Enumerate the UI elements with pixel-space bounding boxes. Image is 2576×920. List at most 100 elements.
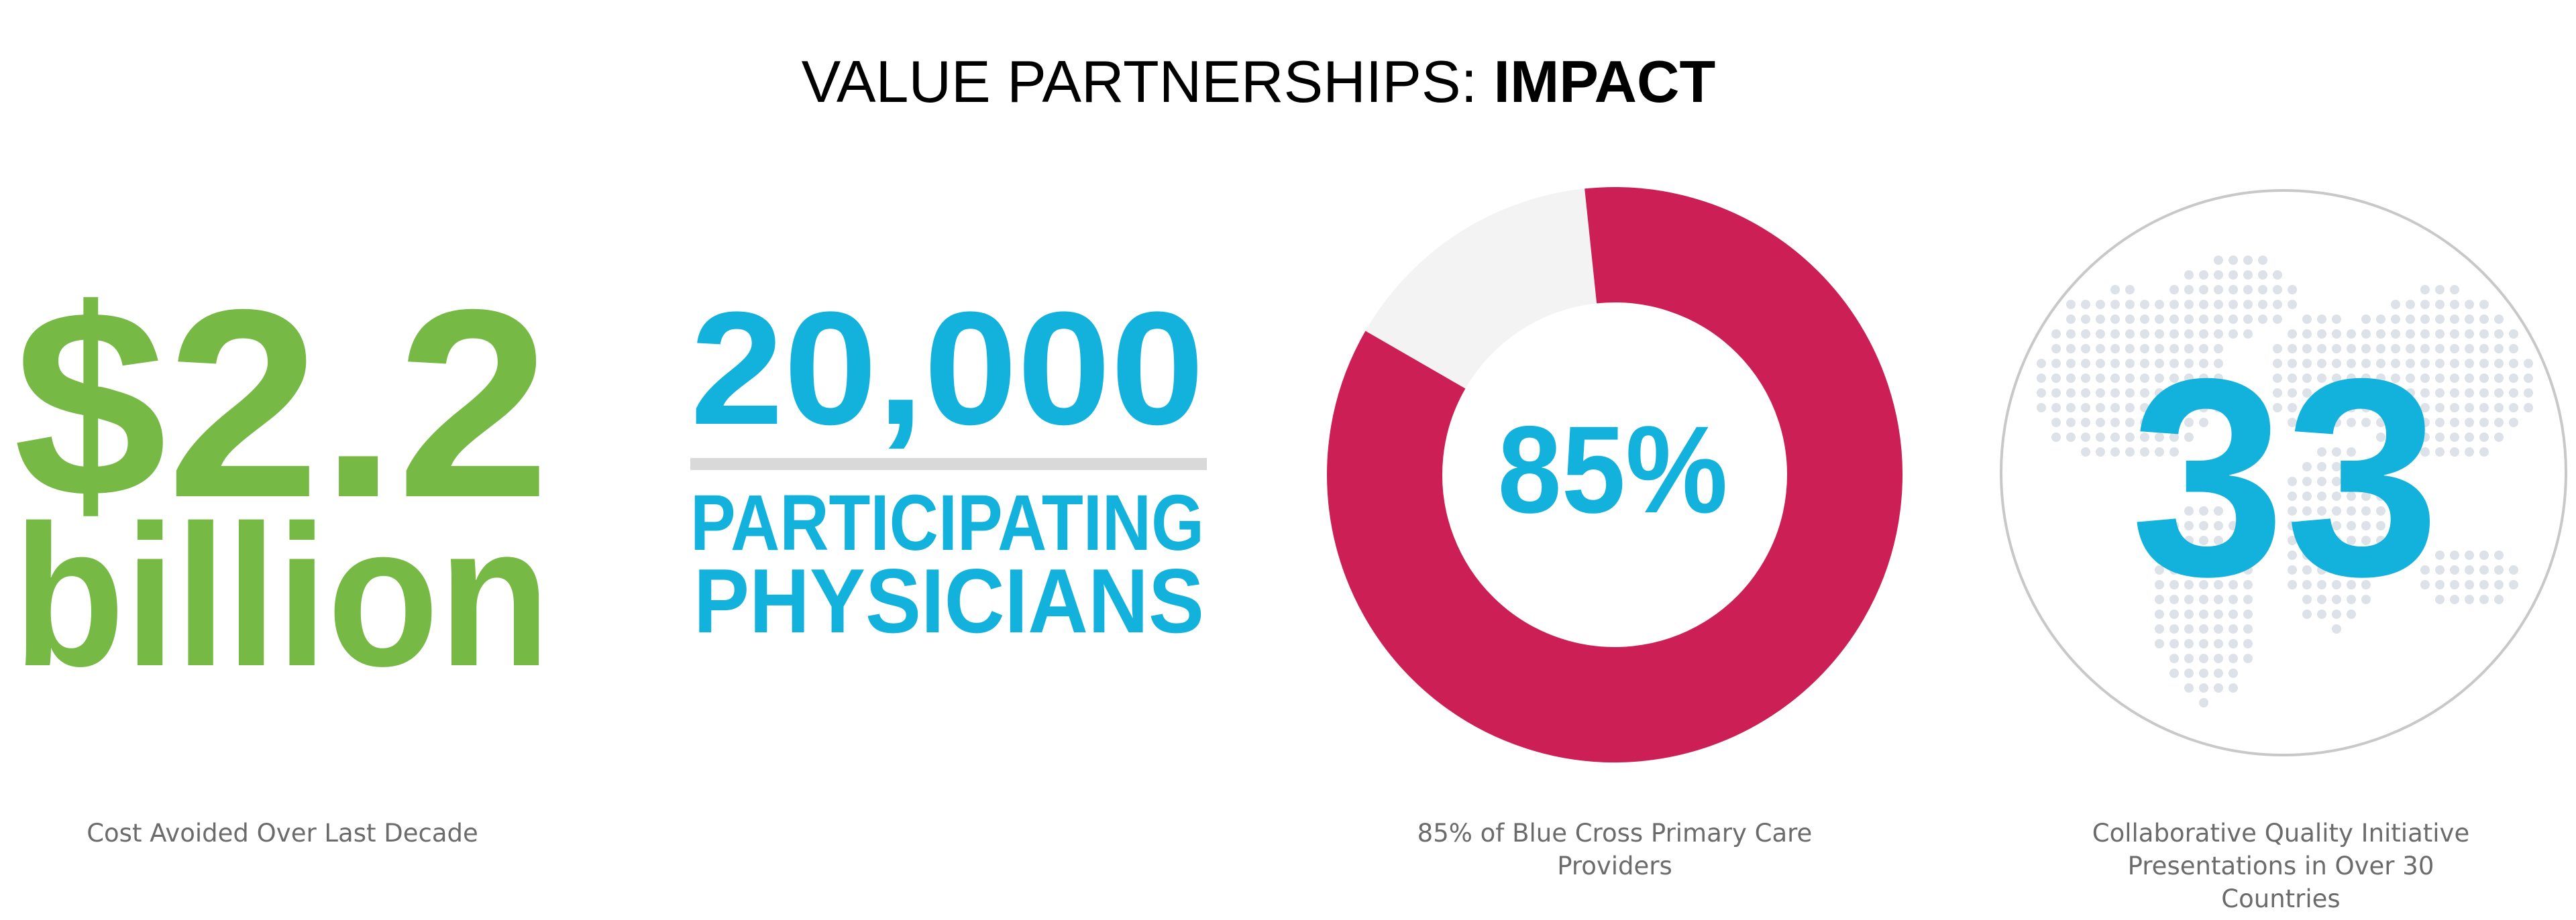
map-dot	[2037, 373, 2046, 383]
map-dot	[2214, 506, 2223, 516]
map-dot	[2155, 373, 2164, 383]
map-dot	[2184, 624, 2194, 634]
map-dot	[2406, 447, 2415, 457]
map-dot	[2450, 433, 2459, 442]
map-dot	[2361, 536, 2371, 545]
map-dot	[2125, 329, 2135, 339]
map-dot	[2229, 285, 2238, 294]
map-dot	[2081, 388, 2090, 398]
globe-outline	[2000, 189, 2567, 756]
map-dot	[2169, 314, 2179, 324]
map-dot	[2184, 270, 2194, 280]
map-dot	[2420, 388, 2430, 398]
map-dot	[2317, 551, 2326, 560]
map-dot	[2376, 418, 2385, 427]
map-dot	[2332, 521, 2341, 530]
map-dot	[2184, 300, 2194, 309]
map-dot	[2450, 565, 2459, 575]
map-dot	[2479, 551, 2489, 560]
map-dot	[2376, 521, 2385, 530]
map-dot	[2037, 403, 2046, 412]
map-dot	[2435, 344, 2445, 353]
map-dot	[2243, 329, 2253, 339]
divider	[690, 458, 1207, 470]
map-dot	[2347, 462, 2356, 471]
map-dot	[2184, 373, 2194, 383]
map-dot	[2347, 580, 2356, 589]
map-dot	[2465, 300, 2474, 309]
map-dot	[2169, 669, 2179, 678]
map-dot	[2332, 624, 2341, 634]
map-dot	[2258, 314, 2267, 324]
map-dot	[2199, 329, 2208, 339]
map-dot	[2435, 433, 2445, 442]
map-dot	[2199, 654, 2208, 663]
map-dot	[2096, 314, 2105, 324]
map-dot	[2199, 506, 2208, 516]
map-dot	[2169, 433, 2179, 442]
map-dot	[2317, 506, 2326, 516]
map-dot	[2494, 329, 2504, 339]
map-dot	[2140, 359, 2149, 368]
map-dot	[2096, 388, 2105, 398]
map-dot	[2140, 344, 2149, 353]
map-dot	[2347, 506, 2356, 516]
cost-unit: billion	[13, 483, 550, 708]
map-dot	[2317, 447, 2326, 457]
map-dot	[2332, 359, 2341, 368]
map-dot	[2066, 373, 2076, 383]
map-dot	[2317, 329, 2326, 339]
map-dot	[2229, 314, 2238, 324]
map-dot	[2317, 314, 2326, 324]
map-dot	[2524, 388, 2533, 398]
map-dot	[2096, 329, 2105, 339]
cost-amount: $2.2	[13, 253, 550, 553]
map-dot	[2229, 639, 2238, 648]
map-dot	[2199, 565, 2208, 575]
map-dot	[2273, 300, 2282, 309]
map-dot	[2066, 314, 2076, 324]
map-dot	[2199, 314, 2208, 324]
map-dot	[2435, 418, 2445, 427]
map-dot	[2169, 373, 2179, 383]
map-dot	[2096, 300, 2105, 309]
map-dot	[2332, 388, 2341, 398]
map-dot	[2494, 418, 2504, 427]
map-dot	[2184, 521, 2194, 530]
map-dot	[2169, 359, 2179, 368]
map-dot	[2155, 314, 2164, 324]
map-dot	[2420, 314, 2430, 324]
map-dot	[2051, 418, 2061, 427]
map-dot	[2332, 314, 2341, 324]
map-dot	[2361, 580, 2371, 589]
map-dot	[2155, 359, 2164, 368]
map-dot	[2288, 344, 2297, 353]
map-dot	[2494, 314, 2504, 324]
map-dot	[2406, 403, 2415, 412]
map-dot	[2199, 639, 2208, 648]
map-dot	[2096, 447, 2105, 457]
map-dot	[2302, 418, 2312, 427]
map-dot	[2140, 447, 2149, 457]
map-dot	[2391, 403, 2400, 412]
caption: Cost Avoided Over Last Decade	[87, 819, 478, 848]
map-dot	[2125, 418, 2135, 427]
map-dot	[2155, 639, 2164, 648]
map-dot	[2391, 314, 2400, 324]
map-dot	[2037, 388, 2046, 398]
map-dot	[2420, 359, 2430, 368]
map-dot	[2081, 300, 2090, 309]
map-dot	[2288, 403, 2297, 412]
map-dot	[2229, 669, 2238, 678]
map-dot	[2184, 654, 2194, 663]
map-dot	[2376, 344, 2385, 353]
map-dot	[2051, 388, 2061, 398]
map-dot	[2155, 610, 2164, 619]
donut-arc	[1327, 187, 1902, 762]
map-dot	[2361, 403, 2371, 412]
map-dot	[2450, 551, 2459, 560]
map-dot	[2435, 580, 2445, 589]
map-dot	[2155, 388, 2164, 398]
map-dot	[2288, 551, 2297, 560]
